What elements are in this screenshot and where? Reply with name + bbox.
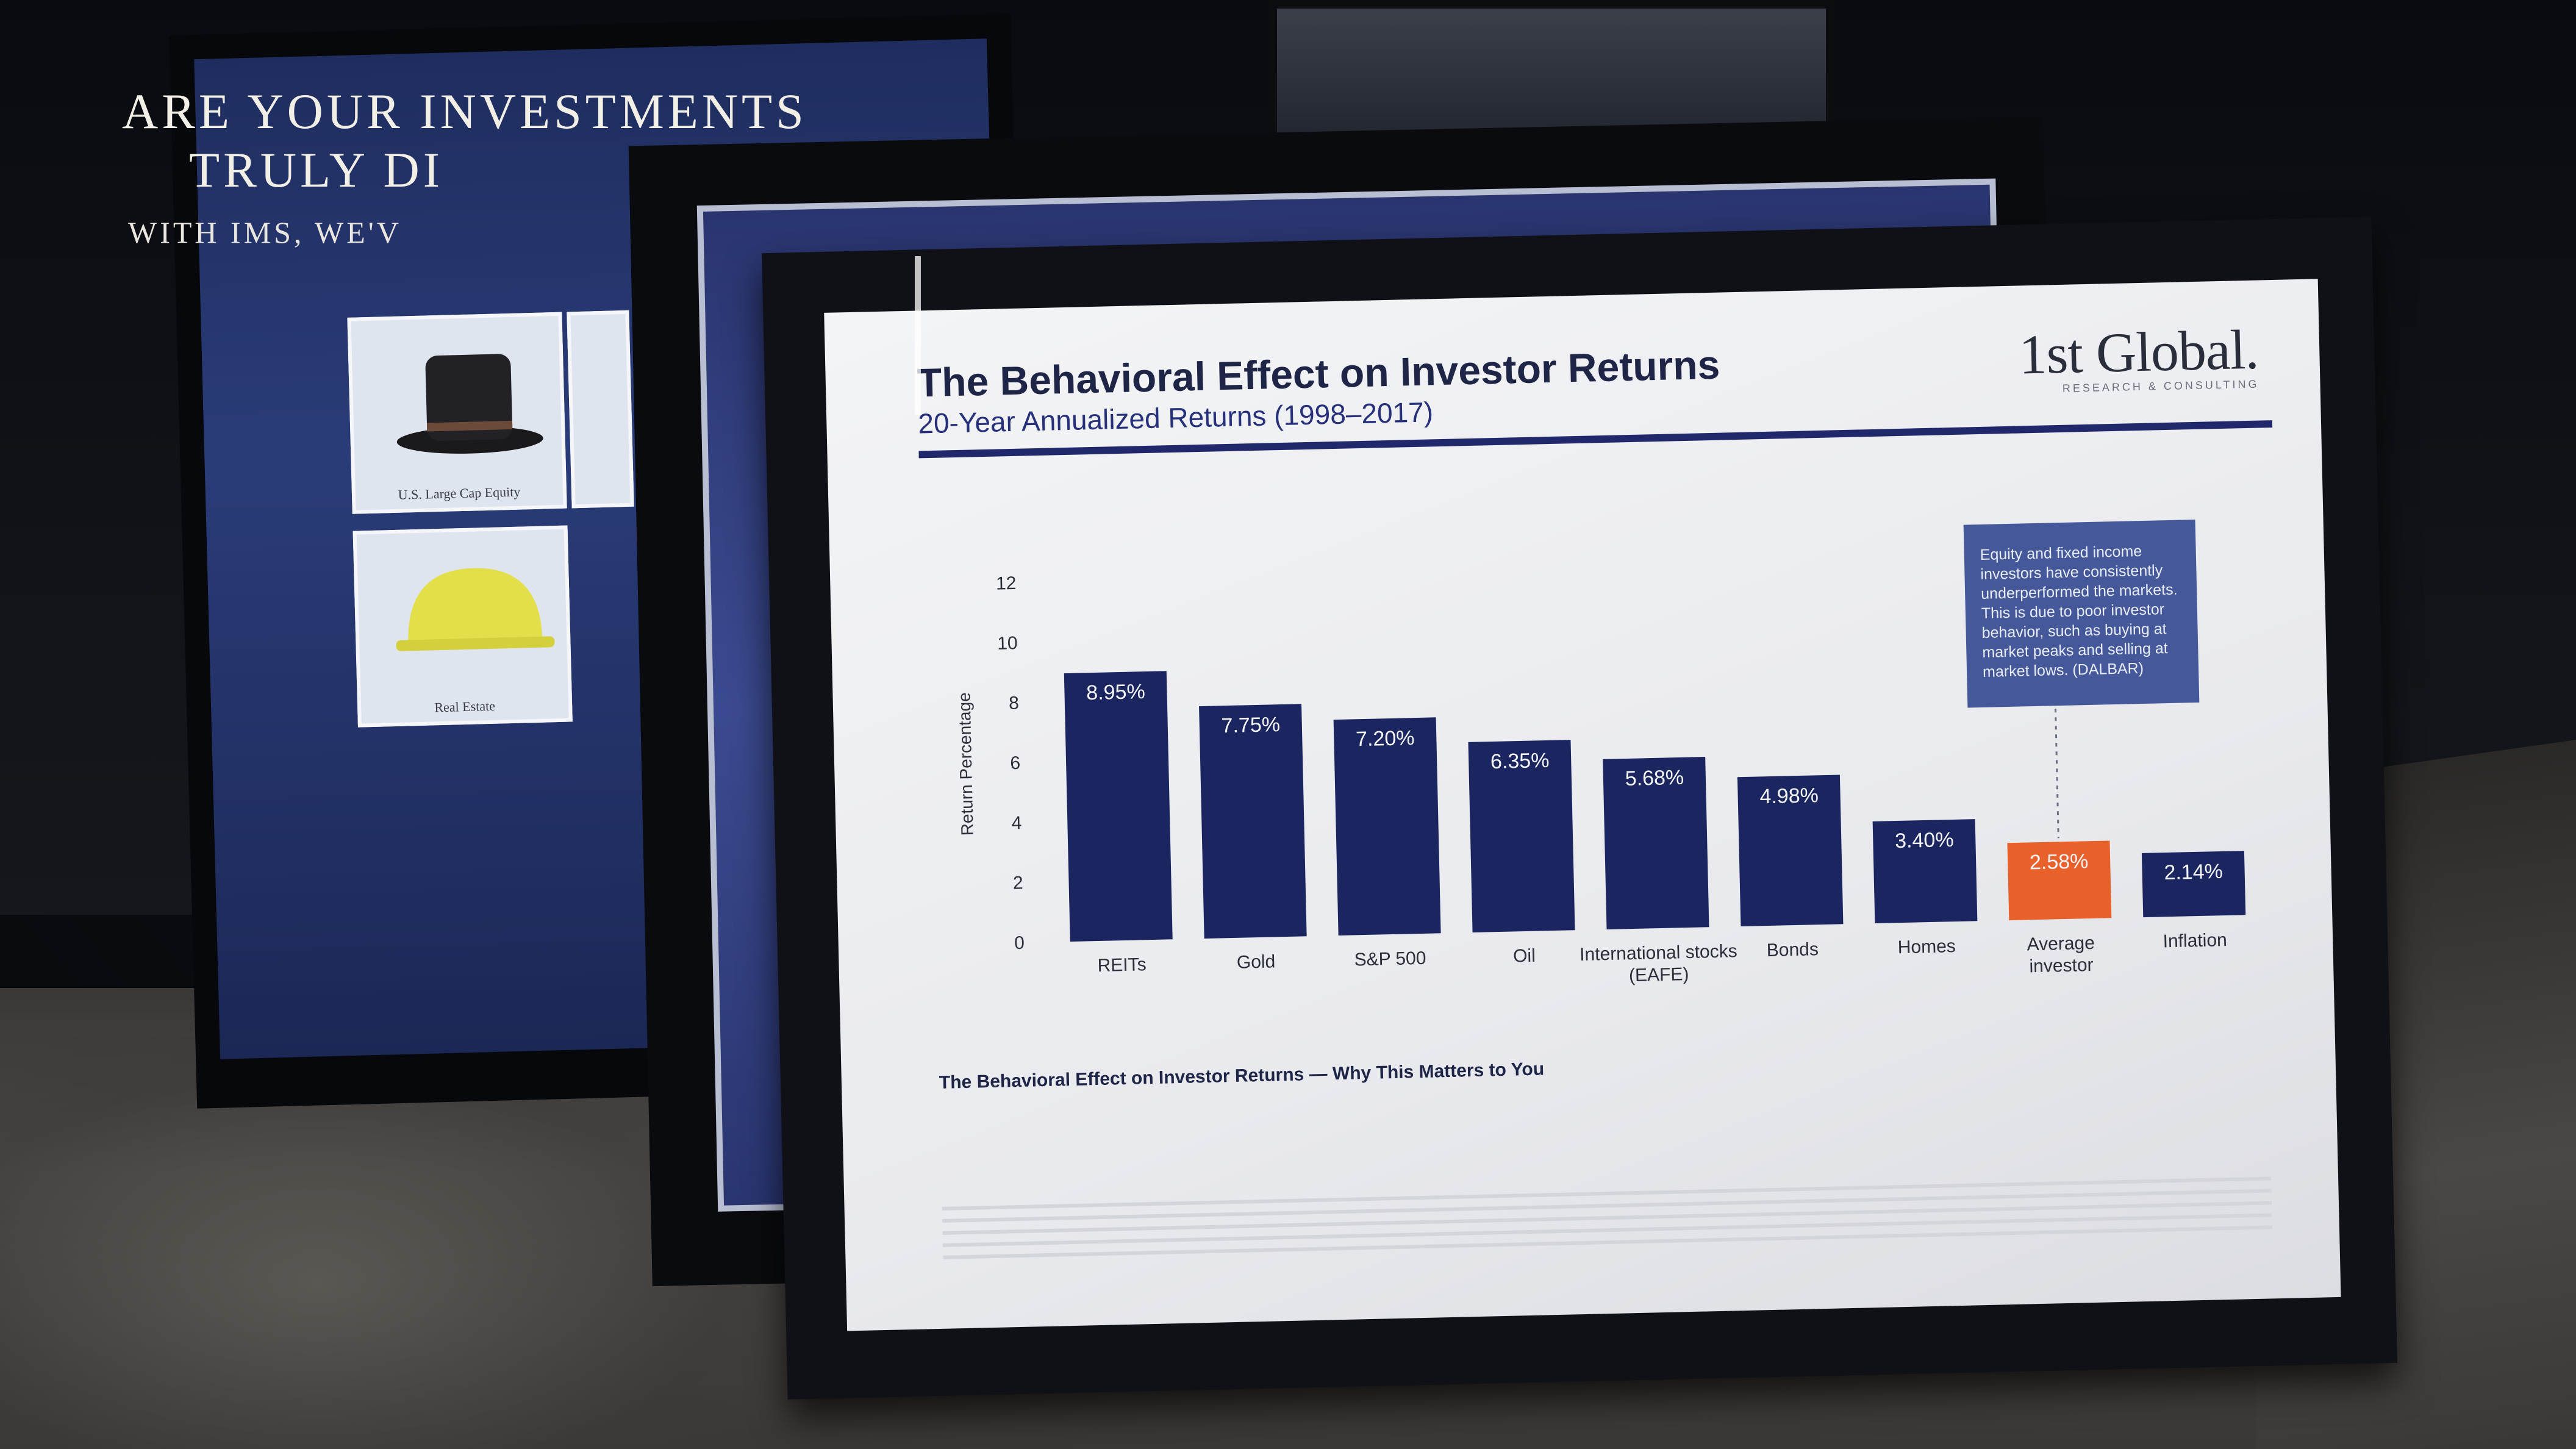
- data-label: 8.95%: [1086, 680, 1145, 704]
- tile-large-cap: U.S. Large Cap Equity: [347, 312, 567, 514]
- bar: [1333, 717, 1441, 936]
- poster-title: The Behavioral Effect on Investor Return…: [917, 342, 1721, 406]
- y-tick-label: 12: [996, 573, 1017, 594]
- category-label: Bonds: [1766, 939, 1819, 961]
- logo: 1st Global. RESEARCH & CONSULTING: [2018, 317, 2259, 396]
- top-hat-icon: [396, 354, 543, 454]
- headline-line-1: Are your investments: [122, 84, 807, 139]
- category-label: Inflation: [2163, 930, 2227, 951]
- category-label: Gold: [1237, 951, 1276, 972]
- bar: [1199, 704, 1307, 939]
- tile-partial: [567, 310, 634, 509]
- front-frame: The Behavioral Effect on Investor Return…: [762, 216, 2397, 1400]
- y-axis-label: Return Percentage: [954, 692, 976, 836]
- y-tick-label: 0: [1014, 933, 1025, 953]
- tile-label: Real Estate: [434, 698, 496, 715]
- logo-text: 1st Global.: [2018, 318, 2259, 386]
- y-tick-label: 4: [1011, 813, 1021, 833]
- back-poster-frame: U.S. Large Cap Equity Real Estate: [169, 13, 1039, 1109]
- bar: [1064, 671, 1173, 942]
- hard-hat-icon: [396, 568, 555, 651]
- bottom-heading: The Behavioral Effect on Investor Return…: [939, 1059, 1545, 1093]
- bar: [1603, 757, 1709, 930]
- y-tick-label: 6: [1010, 753, 1020, 773]
- chart-svg: Return Percentage 0 2 4 6 8 10 12 8.95% REITs 7.75…: [954, 573, 2246, 986]
- data-label: 3.40%: [1895, 828, 1954, 853]
- back-poster-headline: Are your investments truly di: [122, 82, 976, 199]
- glare: [915, 256, 921, 415]
- category-label: investor: [2029, 955, 2094, 976]
- callout-connector: [2055, 709, 2059, 839]
- data-label: 7.75%: [1221, 713, 1280, 737]
- tile-real-estate: Real Estate: [352, 525, 573, 728]
- bar: [2007, 840, 2112, 921]
- bar-chart: Return Percentage 0 2 4 6 8 10 12 8.95% REITs 7.75…: [907, 461, 2341, 1043]
- category-label: S&P 500: [1354, 948, 1426, 970]
- category-label: Oil: [1513, 946, 1536, 967]
- bar: [2141, 851, 2246, 918]
- tile-label: U.S. Large Cap Equity: [398, 484, 521, 503]
- data-label: 4.98%: [1759, 784, 1819, 808]
- category-label: International stocks: [1580, 941, 1737, 965]
- data-label: 7.20%: [1356, 726, 1415, 751]
- data-label: 2.58%: [2030, 850, 2089, 874]
- headline-line-2: truly di: [189, 142, 444, 198]
- category-label: REITs: [1097, 954, 1147, 976]
- bar: [1737, 775, 1844, 927]
- category-label: Homes: [1897, 936, 1956, 957]
- y-tick-label: 10: [997, 633, 1018, 654]
- data-label: 5.68%: [1625, 766, 1684, 790]
- fine-print: [942, 1176, 2273, 1279]
- data-label: 2.14%: [2164, 860, 2223, 884]
- bar: [1468, 740, 1575, 933]
- data-label: 6.35%: [1490, 749, 1550, 773]
- category-label: Average: [2027, 933, 2095, 955]
- callout-box: Equity and fixed income investors have c…: [1963, 519, 2200, 708]
- bar: [1872, 819, 1978, 924]
- y-tick-label: 2: [1012, 873, 1023, 893]
- y-tick-label: 8: [1009, 693, 1019, 713]
- back-poster-subline: with IMS, we'v: [128, 215, 402, 249]
- front-poster: The Behavioral Effect on Investor Return…: [824, 279, 2341, 1331]
- back-poster: U.S. Large Cap Equity Real Estate: [194, 38, 1013, 1059]
- category-label: (EAFE): [1629, 964, 1689, 986]
